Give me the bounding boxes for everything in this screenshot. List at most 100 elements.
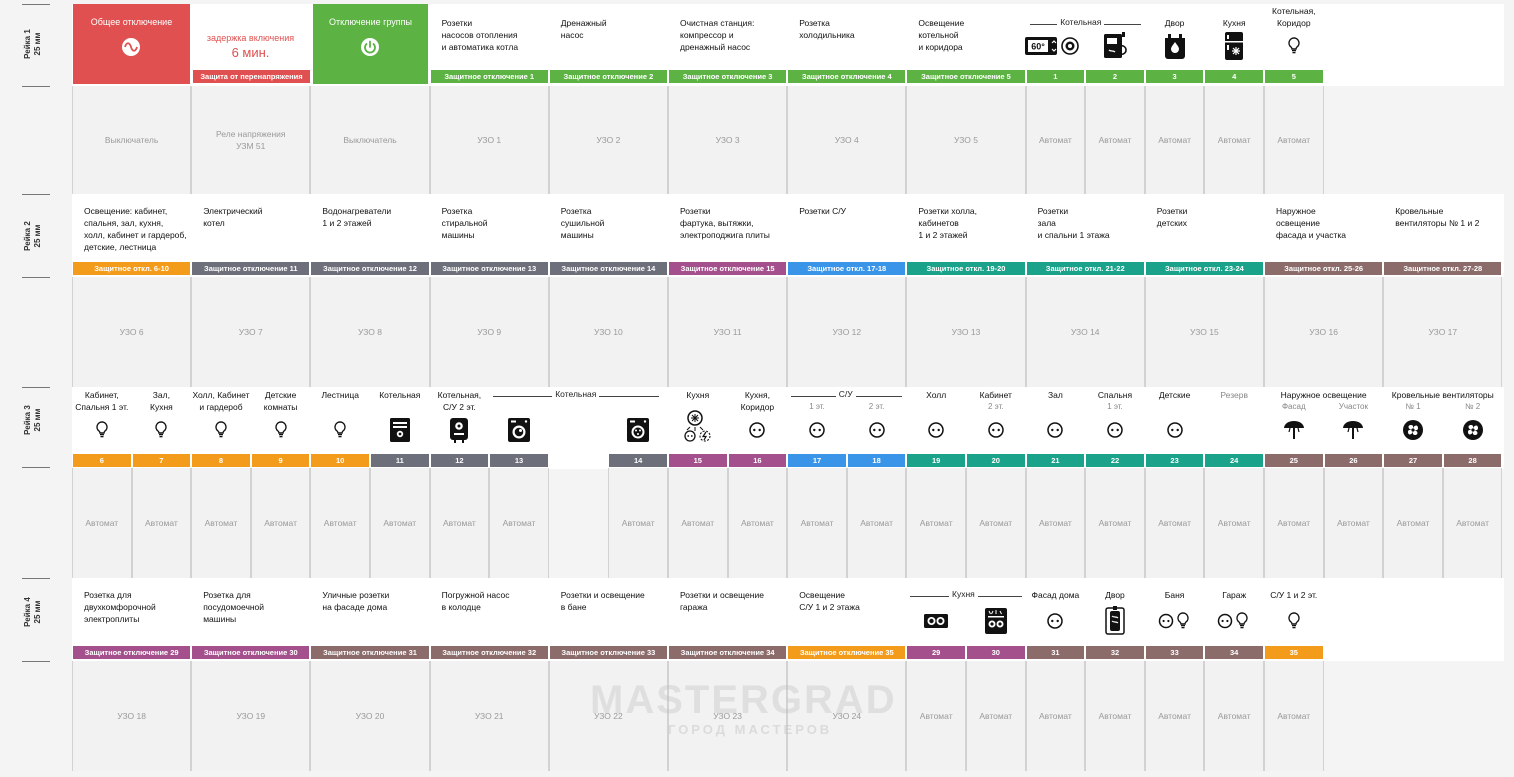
device-cell[interactable]: Выключатель — [310, 86, 430, 194]
socket-icon — [748, 421, 766, 439]
device-cell[interactable]: УЗО 12 — [787, 277, 907, 387]
device-cell[interactable]: УЗО 5 — [906, 86, 1026, 194]
slot-title: Кабинет — [979, 390, 1012, 400]
socket-icon — [808, 421, 826, 439]
device-cell[interactable]: Автомат — [1204, 468, 1264, 578]
row-separator — [22, 387, 50, 388]
device-cell[interactable]: УЗО 23 — [668, 661, 788, 771]
slot-subtitle: 2 эт. — [988, 402, 1004, 411]
device-cell[interactable]: УЗО 8 — [310, 277, 430, 387]
breaker-badge: 24 — [1205, 454, 1263, 467]
device-label: Автомат — [1038, 518, 1072, 528]
device-cell[interactable]: УЗО 1 — [429, 86, 549, 194]
device-cell[interactable]: УЗО 16 — [1264, 277, 1384, 387]
device-label: Автомат — [1158, 711, 1191, 721]
device-cell[interactable]: УЗО 18 — [72, 661, 192, 771]
device-cell[interactable]: Автомат — [966, 661, 1026, 771]
hob-icon — [923, 612, 949, 630]
device-cell[interactable]: Автомат — [310, 468, 370, 578]
watermark-tagline: ГОРОД МАСТЕРОВ — [668, 722, 833, 737]
device-cell[interactable]: Автомат — [1264, 661, 1324, 771]
device-cell[interactable]: Автомат — [250, 468, 311, 578]
device-cell[interactable]: Автомат — [668, 468, 728, 578]
device-label: Автомат — [1098, 711, 1132, 721]
device-cell[interactable]: УЗО 2 — [548, 86, 668, 194]
device-cell[interactable]: Автомат — [1144, 661, 1205, 771]
device-cell[interactable]: Автомат — [846, 468, 907, 578]
socket-bulb-icon — [1217, 612, 1251, 630]
device-label: Автомат — [323, 518, 357, 528]
socket-icon — [1046, 421, 1064, 439]
device-cell[interactable]: Автомат — [906, 468, 966, 578]
device-label: УЗО 5 — [954, 135, 978, 145]
circuit-label: Освещение С/У 1 и 2 этажа — [799, 590, 860, 612]
breaker-badge: 22 — [1086, 454, 1144, 467]
breaker-badge: 14 — [609, 454, 667, 467]
rcd-badge: Защитное отключение 13 — [430, 262, 548, 275]
device-cell[interactable]: Автомат — [727, 468, 788, 578]
dryer-icon — [626, 417, 650, 443]
device-cell[interactable]: Автомат — [489, 468, 549, 578]
device-cell[interactable]: Автомат — [1025, 468, 1086, 578]
device-cell[interactable]: УЗО 11 — [668, 277, 788, 387]
device-cell[interactable]: Автомат — [1264, 86, 1324, 194]
boiler-icon — [1102, 31, 1128, 61]
device-cell[interactable]: УЗО 4 — [787, 86, 907, 194]
device-cell[interactable]: Автомат — [1085, 86, 1145, 194]
device-cell[interactable]: УЗО 6 — [72, 277, 192, 387]
device-cell[interactable]: Автомат — [1144, 468, 1205, 578]
device-cell[interactable]: УЗО 13 — [906, 277, 1026, 387]
device-cell[interactable]: Автомат — [608, 468, 668, 578]
device-cell[interactable]: Автомат — [72, 468, 132, 578]
device-cell[interactable]: Автомат — [429, 468, 490, 578]
device-cell[interactable]: Автомат — [1025, 661, 1086, 771]
device-cell[interactable]: Выключатель — [72, 86, 192, 194]
rail-name: Рейка 2 — [23, 221, 32, 251]
device-cell[interactable]: Автомат — [1025, 86, 1086, 194]
device-cell[interactable]: УЗО 22 — [548, 661, 668, 771]
device-cell[interactable]: УЗО 10 — [548, 277, 668, 387]
circuit-label: Водонагреватели 1 и 2 этажей — [322, 206, 392, 228]
device-cell[interactable]: УЗО 7 — [191, 277, 311, 387]
slot-subtitle: 1 эт. — [809, 402, 825, 411]
device-cell[interactable]: Реле напряжения УЗМ 51 — [191, 86, 311, 194]
device-label: УЗО 16 — [1309, 327, 1338, 337]
device-label: УЗО 12 — [832, 327, 862, 337]
device-label: Автомат — [919, 518, 953, 528]
device-cell[interactable]: Автомат — [1085, 468, 1145, 578]
device-cell[interactable]: УЗО 20 — [310, 661, 430, 771]
device-cell[interactable]: УЗО 24 — [787, 661, 907, 771]
breaker-badge: 11 — [371, 454, 429, 467]
device-cell[interactable]: УЗО 21 — [429, 661, 549, 771]
device-cell[interactable]: Автомат — [1144, 86, 1205, 194]
device-cell[interactable]: УЗО 15 — [1144, 277, 1264, 387]
breaker-badge: 10 — [311, 454, 369, 467]
device-label: Автомат — [1098, 135, 1132, 145]
device-cell[interactable]: Автомат — [1442, 468, 1503, 578]
device-cell[interactable]: УЗО 17 — [1383, 277, 1503, 387]
device-cell[interactable]: Автомат — [1204, 661, 1264, 771]
device-cell[interactable]: Автомат — [1264, 468, 1324, 578]
device-cell[interactable]: Автомат — [1323, 468, 1384, 578]
breaker-badge: 26 — [1324, 454, 1383, 467]
slot-title: Гараж — [1222, 590, 1247, 600]
circuit-label: Освещение: кабинет, спальня, зал, кухня,… — [84, 206, 187, 252]
slot-subtitle: № 2 — [1464, 402, 1481, 411]
device-label: УЗО 15 — [1190, 327, 1219, 337]
device-cell[interactable]: Автомат — [1383, 468, 1443, 578]
device-cell[interactable]: Автомат — [131, 468, 192, 578]
device-cell[interactable]: УЗО 14 — [1025, 277, 1145, 387]
device-cell[interactable]: Автомат — [1204, 86, 1264, 194]
device-cell[interactable]: Автомат — [1085, 661, 1145, 771]
device-cell[interactable]: Автомат — [787, 468, 847, 578]
device-cell[interactable]: УЗО 3 — [668, 86, 788, 194]
device-cell[interactable]: Автомат — [906, 661, 966, 771]
row-separator — [22, 4, 50, 5]
row-separator — [22, 467, 50, 468]
device-cell[interactable]: Автомат — [191, 468, 251, 578]
device-cell[interactable]: УЗО 19 — [191, 661, 311, 771]
circuit-label: Розетки и освещение в бане — [560, 590, 645, 612]
device-cell[interactable]: УЗО 9 — [429, 277, 549, 387]
device-cell[interactable]: Автомат — [966, 468, 1026, 578]
device-cell[interactable]: Автомат — [370, 468, 430, 578]
